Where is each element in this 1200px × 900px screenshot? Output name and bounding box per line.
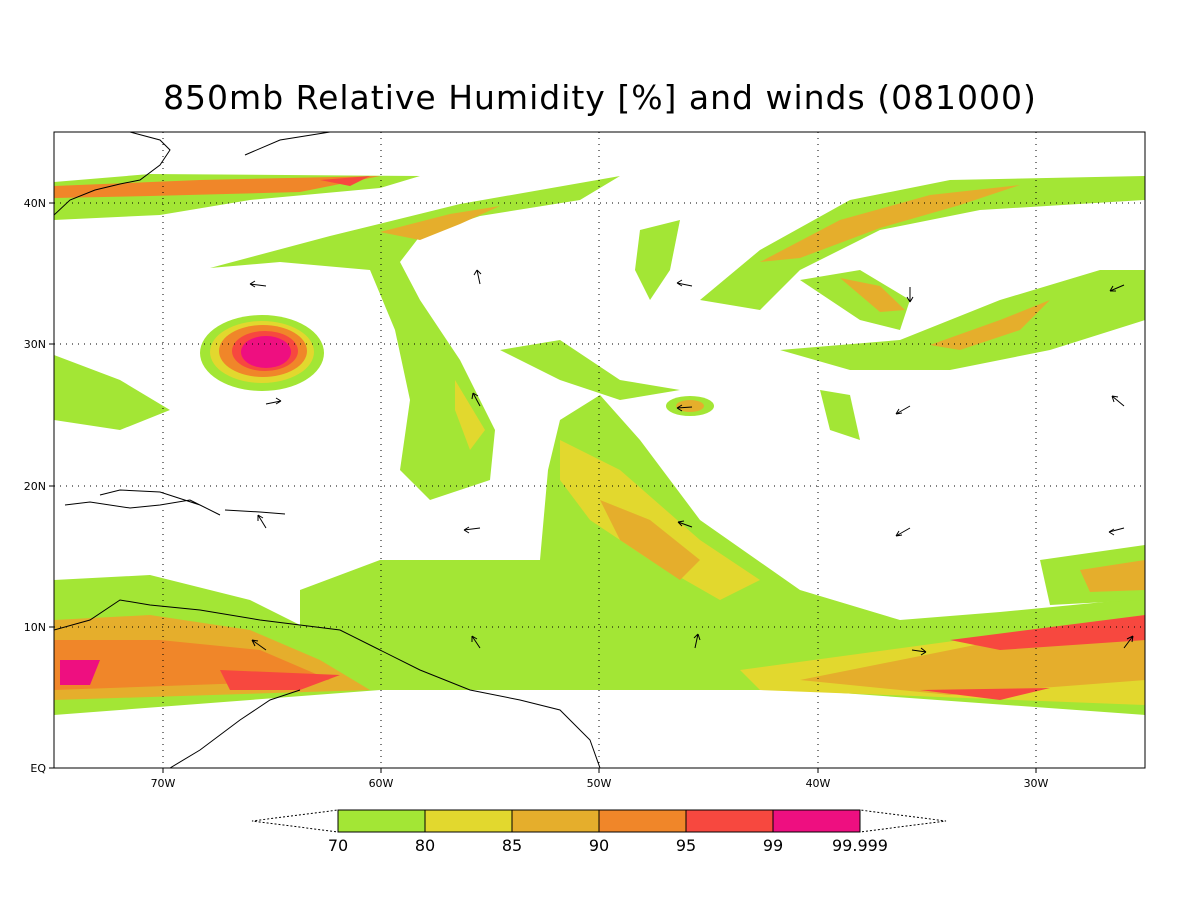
wind-arrow <box>265 397 282 405</box>
wind-arrow <box>895 405 911 415</box>
wind-arrow <box>677 520 693 528</box>
wind-arrow <box>471 392 481 407</box>
wind-arrow <box>251 639 267 651</box>
wind-vectors <box>249 269 1134 656</box>
wind-arrow <box>676 404 693 412</box>
colorbar-cell <box>685 809 774 833</box>
coastline-caribbean <box>64 489 221 516</box>
wind-arrow <box>473 269 482 285</box>
wind-arrow <box>1123 635 1134 649</box>
colorbar-cell <box>511 809 600 833</box>
lat-label: 10N <box>24 621 46 634</box>
latitude-labels: 40N 30N 20N 10N EQ <box>24 197 47 775</box>
wind-arrow <box>1111 395 1125 407</box>
coastline-south-america <box>54 599 601 768</box>
axis-ticks <box>49 202 1037 773</box>
chart-title: 850mb Relative Humidity [%] and winds (0… <box>163 78 1037 117</box>
colorbar-label: 99 <box>763 836 783 855</box>
wind-arrow <box>895 527 911 537</box>
colorbar-under-triangle <box>251 809 339 833</box>
colorbar-label: 70 <box>328 836 348 855</box>
colorbar-label: 99.999 <box>832 836 888 855</box>
lon-label: 60W <box>369 777 394 790</box>
wind-arrow <box>249 280 267 288</box>
lat-label: 40N <box>24 197 46 210</box>
colorbar-over-triangle <box>859 809 947 833</box>
colorbar-label: 80 <box>415 836 435 855</box>
lat-label: EQ <box>30 762 46 775</box>
wind-arrow <box>911 647 927 656</box>
humidity-field <box>54 174 1145 715</box>
wind-arrow <box>1108 527 1125 536</box>
colorbar-cell <box>598 809 687 833</box>
coastlines <box>54 132 601 768</box>
wind-arrow <box>693 633 701 649</box>
lat-label: 20N <box>24 480 46 493</box>
wind-arrow <box>257 514 267 529</box>
wind-arrow <box>676 279 693 287</box>
colorbar-label: 90 <box>589 836 609 855</box>
lon-label: 40W <box>806 777 831 790</box>
colorbar-cell <box>337 809 426 833</box>
lon-label: 70W <box>151 777 176 790</box>
colorbar: 70 80 85 90 95 99 99.999 <box>251 809 947 855</box>
wind-arrow <box>1109 284 1125 292</box>
lat-label: 30N <box>24 338 46 351</box>
colorbar-label: 95 <box>676 836 696 855</box>
wind-arrow <box>463 526 481 534</box>
lon-label: 30W <box>1024 777 1049 790</box>
humidity-band-arc <box>210 176 620 500</box>
colorbar-label: 85 <box>502 836 522 855</box>
wind-arrow <box>906 287 914 303</box>
lon-label: 50W <box>587 777 612 790</box>
graticule <box>54 132 1145 768</box>
wind-arrow <box>471 635 481 649</box>
colorbar-cell <box>424 809 513 833</box>
humidity-core-north <box>54 176 380 198</box>
coastline-north-america <box>54 132 171 216</box>
colorbar-cell <box>772 809 861 833</box>
longitude-labels: 70W 60W 50W 40W 30W <box>151 777 1049 790</box>
